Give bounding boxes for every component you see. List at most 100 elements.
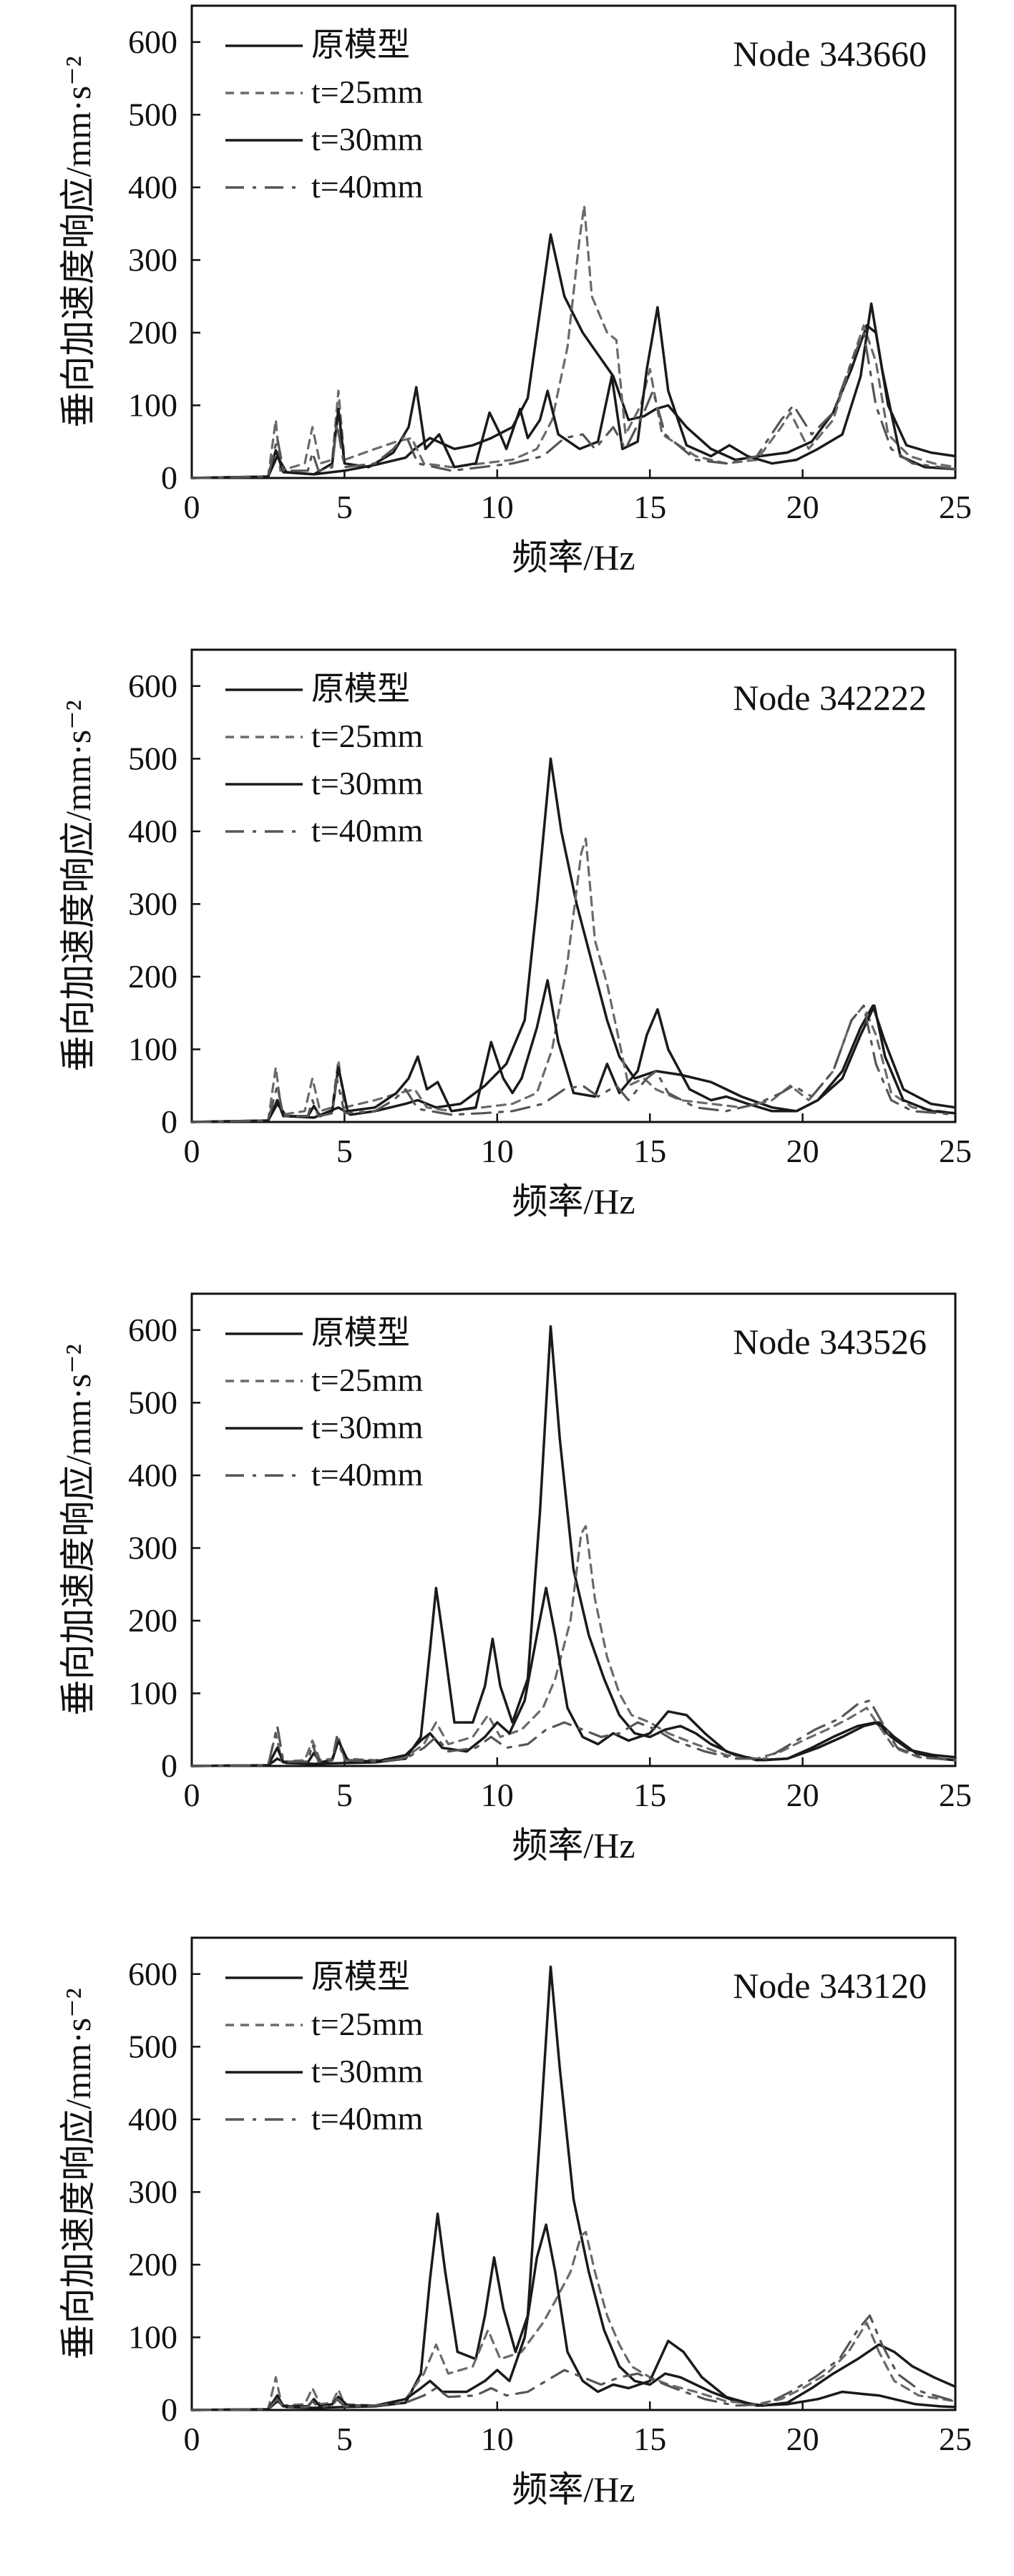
y-tick-label: 200: [128, 1602, 177, 1639]
x-tick-label: 20: [786, 489, 819, 525]
y-tick-label: 600: [128, 1312, 177, 1348]
y-tick-label: 300: [128, 1529, 177, 1566]
x-tick-label: 15: [633, 2421, 666, 2457]
legend-label: t=30mm: [311, 2053, 424, 2089]
legend-label: t=40mm: [311, 2100, 424, 2137]
y-axis-title: 垂向加速度响应/mm·s⁻²: [58, 56, 98, 427]
legend-label: t=40mm: [311, 1456, 424, 1493]
legend-label: 原模型: [311, 26, 410, 63]
legend-label: t=30mm: [311, 1409, 424, 1445]
series-line-4: [190, 331, 957, 479]
series-line-4: [190, 1004, 957, 1123]
chart-panel-3: 0 5 10 15 20 25 0 100 200 300 400 500 600 频率/Hz 垂向加速度响…: [0, 1288, 1014, 1932]
legend-label: t=25mm: [311, 1362, 424, 1398]
y-tick-label: 200: [128, 2246, 177, 2283]
x-tick-label: 20: [786, 1133, 819, 1169]
plot-frame: [190, 648, 957, 1123]
chart-panel-4: 0 5 10 15 20 25 0 100 200 300 400 500 600 频率/Hz 垂向加速度响…: [0, 1932, 1014, 2576]
y-tick-label: 500: [128, 2028, 177, 2064]
chart-panel-2: 0 5 10 15 20 25 0 100 200 300 400 500 600 频率/Hz 垂向加速度响…: [0, 644, 1014, 1288]
node-label: Node 343660: [733, 34, 927, 74]
series-line-1: [190, 1965, 957, 2411]
x-tick-label: 5: [336, 1777, 353, 1813]
y-tick-label: 300: [128, 885, 177, 922]
x-axis-title: 频率/Hz: [512, 1825, 635, 1865]
y-tick-label: 500: [128, 1384, 177, 1420]
x-tick-label: 10: [481, 1133, 514, 1169]
chart-panel-1: 0 5 10 15 20 25 0 100 200 300 400 500 600 频率/Hz 垂向加速度响…: [0, 0, 1014, 644]
y-tick-label: 0: [161, 2391, 177, 2428]
y-tick-label: 400: [128, 169, 177, 205]
series-line-2: [190, 2230, 957, 2411]
y-tick-label: 400: [128, 813, 177, 849]
x-tick-label: 10: [481, 1777, 514, 1813]
y-tick-label: 500: [128, 740, 177, 776]
x-axis-title: 频率/Hz: [512, 1181, 635, 1221]
x-tick-label: 0: [184, 2421, 200, 2457]
y-tick-label: 0: [161, 459, 177, 496]
x-tick-label: 15: [633, 1777, 666, 1813]
x-tick-label: 25: [939, 1133, 972, 1169]
x-axis-title: 频率/Hz: [512, 537, 635, 577]
series-line-3: [190, 1586, 957, 1767]
legend-label: t=40mm: [311, 168, 424, 205]
series-line-1: [190, 757, 957, 1123]
y-axis-title: 垂向加速度响应/mm·s⁻²: [58, 1988, 98, 2359]
x-tick-label: 25: [939, 489, 972, 525]
series-line-2: [190, 204, 957, 479]
series-line-4: [190, 1699, 957, 1767]
y-tick-label: 200: [128, 958, 177, 995]
y-tick-label: 200: [128, 314, 177, 351]
y-tick-label: 400: [128, 1457, 177, 1493]
x-tick-label: 0: [184, 1777, 200, 1813]
plot-frame: [190, 1936, 957, 2411]
x-tick-label: 5: [336, 1133, 353, 1169]
x-tick-label: 15: [633, 489, 666, 525]
node-label: Node 343120: [733, 1966, 927, 2006]
legend-label: t=25mm: [311, 718, 424, 754]
y-tick-label: 600: [128, 668, 177, 704]
node-label: Node 343526: [733, 1322, 927, 1362]
y-tick-label: 600: [128, 24, 177, 60]
y-tick-label: 500: [128, 96, 177, 132]
x-tick-label: 20: [786, 1777, 819, 1813]
x-tick-label: 0: [184, 1133, 200, 1169]
chart-svg: 0 5 10 15 20 25 0 100 200 300 400 500 600 频率/Hz 垂向加速度响…: [58, 1292, 972, 1865]
node-label: Node 342222: [733, 678, 927, 718]
plot-frame: [190, 4, 957, 479]
series-line-1: [190, 233, 957, 479]
y-tick-label: 0: [161, 1747, 177, 1784]
y-tick-label: 0: [161, 1103, 177, 1140]
legend-label: t=25mm: [311, 74, 424, 110]
y-tick-label: 100: [128, 1674, 177, 1711]
legend-label: 原模型: [311, 1958, 410, 1995]
x-tick-label: 5: [336, 489, 353, 525]
legend-label: t=30mm: [311, 765, 424, 801]
x-tick-label: 25: [939, 2421, 972, 2457]
x-tick-label: 15: [633, 1133, 666, 1169]
y-tick-label: 100: [128, 386, 177, 423]
y-axis-title: 垂向加速度响应/mm·s⁻²: [58, 700, 98, 1071]
series-line-4: [190, 2314, 957, 2411]
x-axis-title: 频率/Hz: [512, 2469, 635, 2509]
x-tick-label: 10: [481, 489, 514, 525]
y-axis-title: 垂向加速度响应/mm·s⁻²: [58, 1344, 98, 1715]
x-tick-label: 20: [786, 2421, 819, 2457]
chart-svg: 0 5 10 15 20 25 0 100 200 300 400 500 600 频率/Hz 垂向加速度响…: [58, 4, 972, 577]
y-tick-label: 400: [128, 2101, 177, 2137]
chart-svg: 0 5 10 15 20 25 0 100 200 300 400 500 600 频率/Hz 垂向加速度响…: [58, 1936, 972, 2509]
y-tick-label: 600: [128, 1956, 177, 1992]
chart-svg: 0 5 10 15 20 25 0 100 200 300 400 500 600 频率/Hz 垂向加速度响…: [58, 648, 972, 1221]
legend-label: 原模型: [311, 1314, 410, 1351]
legend-label: t=30mm: [311, 121, 424, 157]
x-tick-label: 25: [939, 1777, 972, 1813]
legend-label: 原模型: [311, 670, 410, 707]
y-tick-label: 100: [128, 1030, 177, 1067]
legend-label: t=25mm: [311, 2006, 424, 2042]
y-tick-label: 300: [128, 241, 177, 278]
x-tick-label: 5: [336, 2421, 353, 2457]
x-tick-label: 10: [481, 2421, 514, 2457]
x-tick-label: 0: [184, 489, 200, 525]
y-tick-label: 100: [128, 2318, 177, 2355]
